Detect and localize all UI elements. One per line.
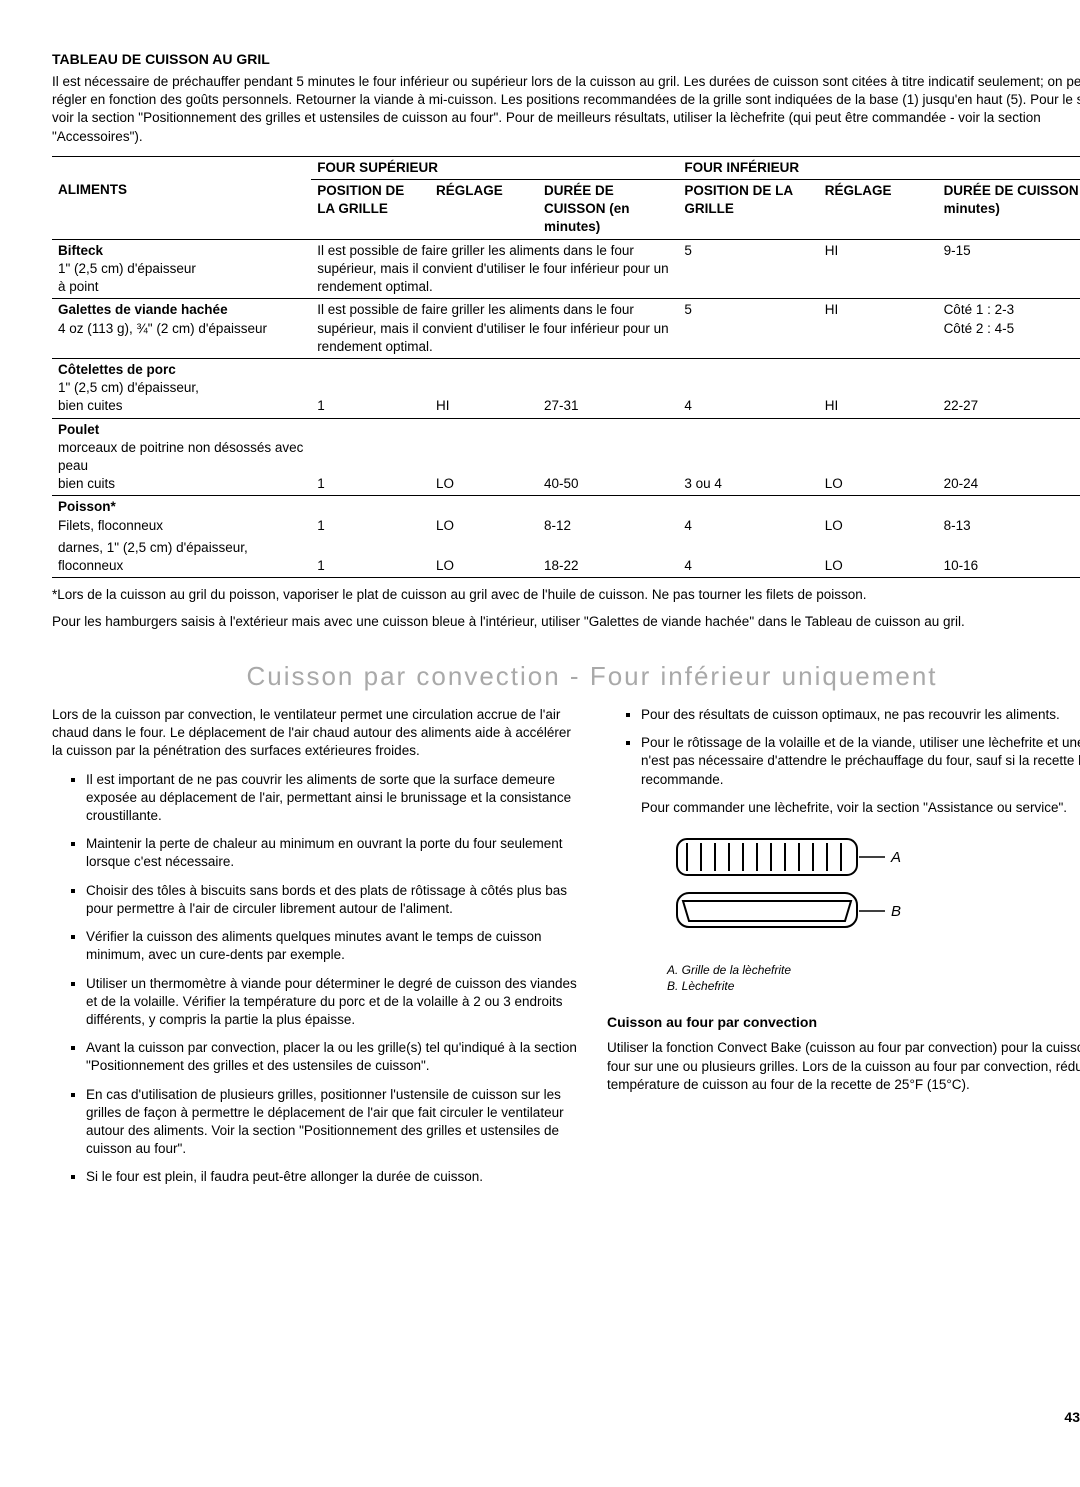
cell: LO [819,496,938,537]
cell: 40-50 [538,418,678,496]
table-note-1: *Lors de la cuisson au gril du poisson, … [52,586,1080,604]
food-name: Poulet [58,422,99,437]
cell: LO [430,537,538,578]
right-bullet-list: Pour des résultats de cuisson optimaux, … [607,706,1080,789]
cell: 27-31 [538,358,678,418]
list-item: En cas d'utilisation de plusieurs grille… [86,1086,577,1159]
food-desc: 1" (2,5 cm) d'épaisseur, bien cuites [58,380,199,413]
left-bullet-list: Il est important de ne pas couvrir les a… [52,771,577,1187]
broiler-pan-icon: A B [667,831,927,951]
cell: 1 [311,496,430,537]
broiler-pan-figure: A B [667,831,1080,956]
table-row: Poulet morceaux de poitrine non désossés… [52,418,1080,496]
cell: HI [430,358,538,418]
food-name: Côtelettes de porc [58,362,176,377]
list-item: Pour le rôtissage de la volaille et de l… [641,734,1080,789]
upper-time-header: DURÉE DE CUISSON (en minutes) [538,179,678,239]
foods-header: ALIMENTS [52,179,311,239]
list-item: Il est important de ne pas couvrir les a… [86,771,577,826]
cell: 20-24 [938,418,1080,496]
cell: 5 [678,299,818,359]
food-desc: 4 oz (113 g), ¾" (2 cm) d'épaisseur [58,321,267,336]
food-name: Poisson* [58,499,116,514]
cell: 1 [311,537,430,578]
merged-note: Il est possible de faire griller les ali… [311,239,678,299]
list-item: Pour des résultats de cuisson optimaux, … [641,706,1080,724]
cell: LO [819,537,938,578]
table-row: Bifteck 1" (2,5 cm) d'épaisseur à point … [52,239,1080,299]
cell: 22-27 [938,358,1080,418]
cell: 18-22 [538,537,678,578]
list-item: Utiliser un thermomètre à viande pour dé… [86,975,577,1030]
right-column: Pour des résultats de cuisson optimaux, … [607,706,1080,1197]
food-desc: Filets, floconneux [58,518,163,533]
list-item: Maintenir la perte de chaleur au minimum… [86,835,577,871]
cell: 4 [678,496,818,537]
food-desc: 1" (2,5 cm) d'épaisseur à point [58,261,196,294]
merged-note: Il est possible de faire griller les ali… [311,299,678,359]
cell: 8-13 [938,496,1080,537]
food-name: Bifteck [58,243,103,258]
left-column: Lors de la cuisson par convection, le ve… [52,706,577,1197]
page-number: 43 [1064,1408,1080,1427]
cell: 5 [678,239,818,299]
cell: LO [430,418,538,496]
cell: 9-15 [938,239,1080,299]
cell: 1 [311,358,430,418]
lower-setting-header: RÉGLAGE [819,179,938,239]
upper-setting-header: RÉGLAGE [430,179,538,239]
food-desc: morceaux de poitrine non désossés avec p… [58,440,303,491]
cell: 1 [311,418,430,496]
order-pan-note: Pour commander une lèchefrite, voir la s… [641,799,1080,817]
convection-title: Cuisson par convection - Four inférieur … [52,659,1080,694]
cell: 4 [678,537,818,578]
fig-label-b: B [891,903,901,920]
list-item: Si le four est plein, il faudra peut-êtr… [86,1168,577,1186]
fig-caption-a: A. Grille de la lèchefrite [667,962,1080,978]
convect-bake-title: Cuisson au four par convection [607,1013,1080,1032]
cell: HI [819,358,938,418]
table-row: darnes, 1" (2,5 cm) d'épaisseur, floconn… [52,537,1080,578]
upper-rack-header: POSITION DE LA GRILLE [311,179,430,239]
grill-title: TABLEAU DE CUISSON AU GRIL [52,50,1080,69]
cell: HI [819,239,938,299]
grill-intro: Il est nécessaire de préchauffer pendant… [52,73,1080,146]
lower-rack-header: POSITION DE LA GRILLE [678,179,818,239]
table-row: Galettes de viande hachée 4 oz (113 g), … [52,299,1080,359]
food-name: Galettes de viande hachée [58,302,228,317]
list-item: Choisir des tôles à biscuits sans bords … [86,882,577,918]
cell: 4 [678,358,818,418]
cell: HI [819,299,938,359]
fig-label-a: A [890,849,901,866]
lower-oven-header: FOUR INFÉRIEUR [678,156,1080,179]
cell: Côté 1 : 2-3 Côté 2 : 4-5 [938,299,1080,359]
grill-table: FOUR SUPÉRIEUR FOUR INFÉRIEUR ALIMENTS P… [52,156,1080,579]
table-row: Poisson* Filets, floconneux 1 LO 8-12 4 … [52,496,1080,537]
list-item: Vérifier la cuisson des aliments quelque… [86,928,577,964]
convection-intro: Lors de la cuisson par convection, le ve… [52,706,577,761]
cell: LO [819,418,938,496]
convect-bake-para: Utiliser la fonction Convect Bake (cuiss… [607,1039,1080,1094]
cell: 8-12 [538,496,678,537]
table-row: Côtelettes de porc 1" (2,5 cm) d'épaisse… [52,358,1080,418]
food-desc: darnes, 1" (2,5 cm) d'épaisseur, floconn… [58,540,248,573]
cell: LO [430,496,538,537]
cell: 10-16 [938,537,1080,578]
upper-oven-header: FOUR SUPÉRIEUR [311,156,678,179]
fig-caption-b: B. Lèchefrite [667,978,1080,994]
list-item: Avant la cuisson par convection, placer … [86,1039,577,1075]
cell: 3 ou 4 [678,418,818,496]
lower-time-header: DURÉE DE CUISSON (en minutes) [938,179,1080,239]
table-note-2: Pour les hamburgers saisis à l'extérieur… [52,613,1080,631]
